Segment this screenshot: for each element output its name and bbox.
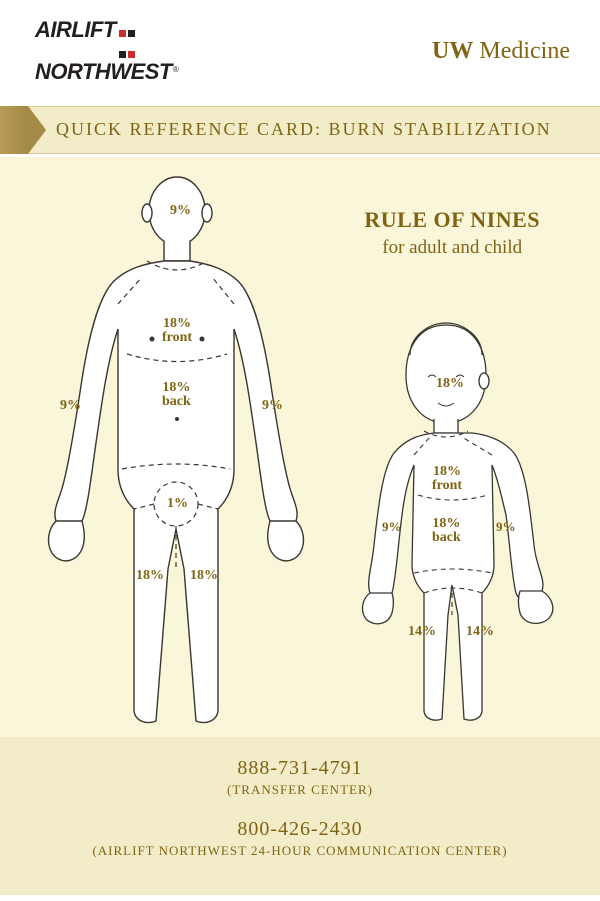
adult-abdomen-pct: 18%back [162,381,191,410]
adult-figure: 9% 18%front 18%back 9% 9% 1% 18% 18% [42,169,312,729]
child-head-pct: 18% [436,377,464,392]
adult-right-arm-pct: 9% [262,399,283,414]
adult-right-leg-pct: 18% [190,569,218,584]
uw-medicine-logo: UW Medicine [432,38,570,65]
logo-dots [118,20,136,62]
logo-left-line1: AIRLIFT [35,17,116,42]
adult-left-arm-pct: 9% [60,399,81,414]
child-right-leg-pct: 14% [466,625,494,640]
header: AIRLIFT NORTHWEST® UW Medicine [0,0,600,98]
child-figure: 18% 18%front 18%back 9% 9% 14% 14% [338,315,568,725]
footer: 888-731-4791 (TRANSFER CENTER) 800-426-2… [0,737,600,895]
diagram-area: RULE OF NINES for adult and child [0,157,600,737]
adult-groin-pct: 1% [167,497,188,512]
adult-left-leg-pct: 18% [136,569,164,584]
medicine-text: Medicine [473,38,570,64]
logo-left-line2: NORTHWEST [35,59,172,84]
banner-arrow-icon [0,106,28,154]
registered-mark: ® [173,65,178,74]
rule-title-line1: RULE OF NINES [364,207,540,233]
child-left-leg-pct: 14% [408,625,436,640]
adult-head-pct: 9% [170,204,191,219]
child-right-arm-pct: 9% [496,520,516,534]
comm-center-phone: 800-426-2430 [0,818,600,841]
banner-text: QUICK REFERENCE CARD: BURN STABILIZATION [28,106,600,154]
transfer-center-phone: 888-731-4791 [0,757,600,780]
comm-center-label: (AIRLIFT NORTHWEST 24-HOUR COMMUNICATION… [0,843,600,859]
child-left-arm-pct: 9% [382,520,402,534]
transfer-center-label: (TRANSFER CENTER) [0,782,600,798]
uw-text: UW [432,38,473,64]
rule-title-line2: for adult and child [364,237,540,259]
title-banner: QUICK REFERENCE CARD: BURN STABILIZATION [0,106,600,154]
adult-chest-pct: 18%front [162,317,192,346]
adult-body-icon [42,169,312,729]
rule-of-nines-title: RULE OF NINES for adult and child [364,207,540,259]
airlift-northwest-logo: AIRLIFT NORTHWEST® [35,20,177,83]
child-abdomen-pct: 18%back [432,517,461,546]
child-chest-pct: 18%front [432,465,462,494]
